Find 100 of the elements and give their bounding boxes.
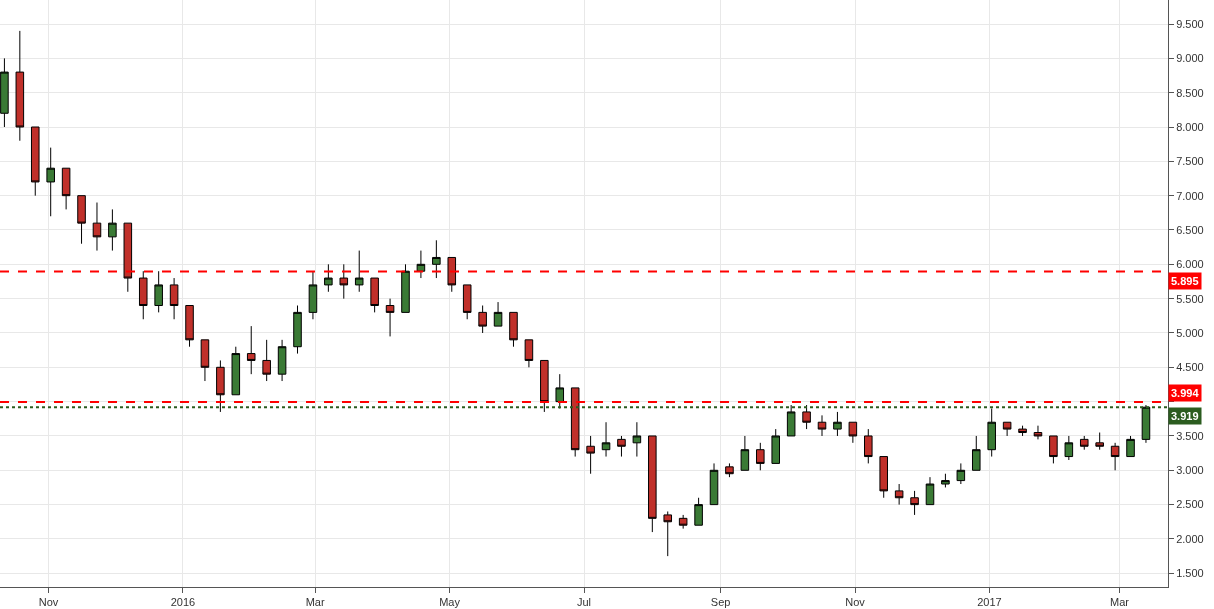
candlestick — [185, 305, 194, 348]
y-tick-label: 6.500 — [1176, 223, 1204, 236]
x-tick-label: Nov — [845, 596, 866, 609]
x-tick-label: Mar — [1110, 596, 1130, 609]
candlestick — [138, 270, 148, 320]
candlestick — [663, 510, 673, 557]
x-tick-label: 2017 — [977, 596, 1002, 609]
candlestick — [262, 339, 271, 382]
candlestick — [154, 270, 163, 313]
candlestick — [354, 250, 364, 293]
candlestick — [1033, 425, 1043, 440]
candlestick — [910, 490, 919, 516]
candlestick — [308, 270, 318, 320]
ref-line-label: 3.994 — [1171, 387, 1200, 399]
candlestick — [756, 442, 765, 471]
candlestick — [277, 339, 287, 382]
candlestick — [540, 359, 549, 413]
x-tick-label: Jul — [576, 596, 592, 609]
candlestick — [694, 497, 703, 526]
candlestick — [92, 202, 102, 252]
candlestick — [632, 421, 642, 458]
candlestick — [61, 167, 71, 210]
candlestick — [1018, 425, 1027, 437]
candlestick — [462, 284, 472, 320]
candlestick — [555, 373, 565, 409]
y-tick-label: 4.500 — [1176, 361, 1204, 374]
candlestick — [601, 421, 611, 458]
candlestick — [648, 435, 657, 533]
candlestick — [1049, 435, 1058, 464]
y-tick-label: 7.500 — [1176, 155, 1204, 168]
candlestick — [370, 277, 379, 313]
candlestick — [524, 339, 534, 368]
candlestick — [108, 208, 117, 252]
y-tick-label: 9.500 — [1176, 17, 1204, 30]
candlestick — [509, 311, 518, 348]
candlestick — [894, 483, 904, 506]
candlestick — [169, 277, 179, 320]
candlestick — [401, 263, 410, 313]
candlestick — [1126, 435, 1135, 458]
candlestick — [725, 462, 734, 478]
y-tick-label: 3.000 — [1176, 464, 1204, 477]
candlestick — [833, 411, 842, 437]
candlestick — [740, 435, 750, 471]
y-tick-label: 2.500 — [1176, 498, 1204, 511]
y-tick-label: 1.500 — [1176, 567, 1204, 580]
candlestick — [493, 301, 503, 327]
candlestick — [971, 435, 981, 471]
candlestick — [864, 428, 873, 464]
candlestick — [1002, 421, 1012, 437]
candlestick — [925, 476, 935, 506]
candlestick — [1064, 435, 1074, 461]
candlestick — [123, 222, 133, 293]
x-tick-label: Nov — [38, 596, 59, 609]
candlestick — [15, 30, 25, 142]
candlestick — [817, 414, 827, 437]
candlestick — [246, 325, 256, 375]
y-tick-label: 8.500 — [1176, 86, 1204, 99]
candlestick — [848, 421, 858, 444]
x-tick-label: May — [439, 596, 461, 609]
candlestick — [339, 263, 349, 300]
candlestick — [1141, 404, 1151, 444]
candlestick — [771, 428, 781, 464]
y-tick-label: 7.000 — [1176, 189, 1204, 202]
candlestick — [786, 404, 796, 437]
candlestick — [879, 456, 888, 499]
candlestick — [1095, 432, 1104, 451]
y-tick-label: 5.000 — [1176, 326, 1204, 339]
candlestick — [293, 305, 302, 355]
candlestick — [46, 147, 55, 217]
candlestick — [617, 435, 626, 458]
candlestick — [570, 387, 580, 458]
candlestick — [1110, 442, 1120, 471]
candlestick — [1079, 435, 1089, 451]
y-tick-label: 2.000 — [1176, 532, 1204, 545]
candlestick — [432, 239, 441, 279]
candlestick — [231, 346, 241, 396]
candlestick — [200, 339, 210, 382]
candlestick — [987, 408, 996, 458]
ref-line-label: 5.895 — [1171, 275, 1199, 287]
candlestick — [216, 359, 225, 413]
candlestick — [941, 473, 950, 488]
candlestick — [802, 404, 811, 430]
candlestick — [416, 250, 426, 279]
candlestick — [324, 263, 333, 293]
candlestick — [478, 305, 487, 334]
x-tick-label: Sep — [710, 596, 731, 609]
candlestick — [0, 57, 9, 128]
candlestick — [709, 462, 719, 506]
candlestick — [77, 195, 86, 245]
ref-line-label: 3.919 — [1171, 410, 1199, 422]
candlestick — [447, 256, 457, 293]
y-tick-label: 6.000 — [1176, 258, 1204, 271]
x-tick-label: Mar — [305, 596, 325, 609]
candlestick — [678, 514, 688, 530]
candlestick — [30, 126, 40, 197]
candlestick — [956, 462, 966, 485]
candlestick — [385, 298, 395, 337]
candlestick — [586, 435, 595, 475]
y-tick-label: 8.000 — [1176, 120, 1204, 133]
x-tick-label: 2016 — [170, 596, 196, 609]
